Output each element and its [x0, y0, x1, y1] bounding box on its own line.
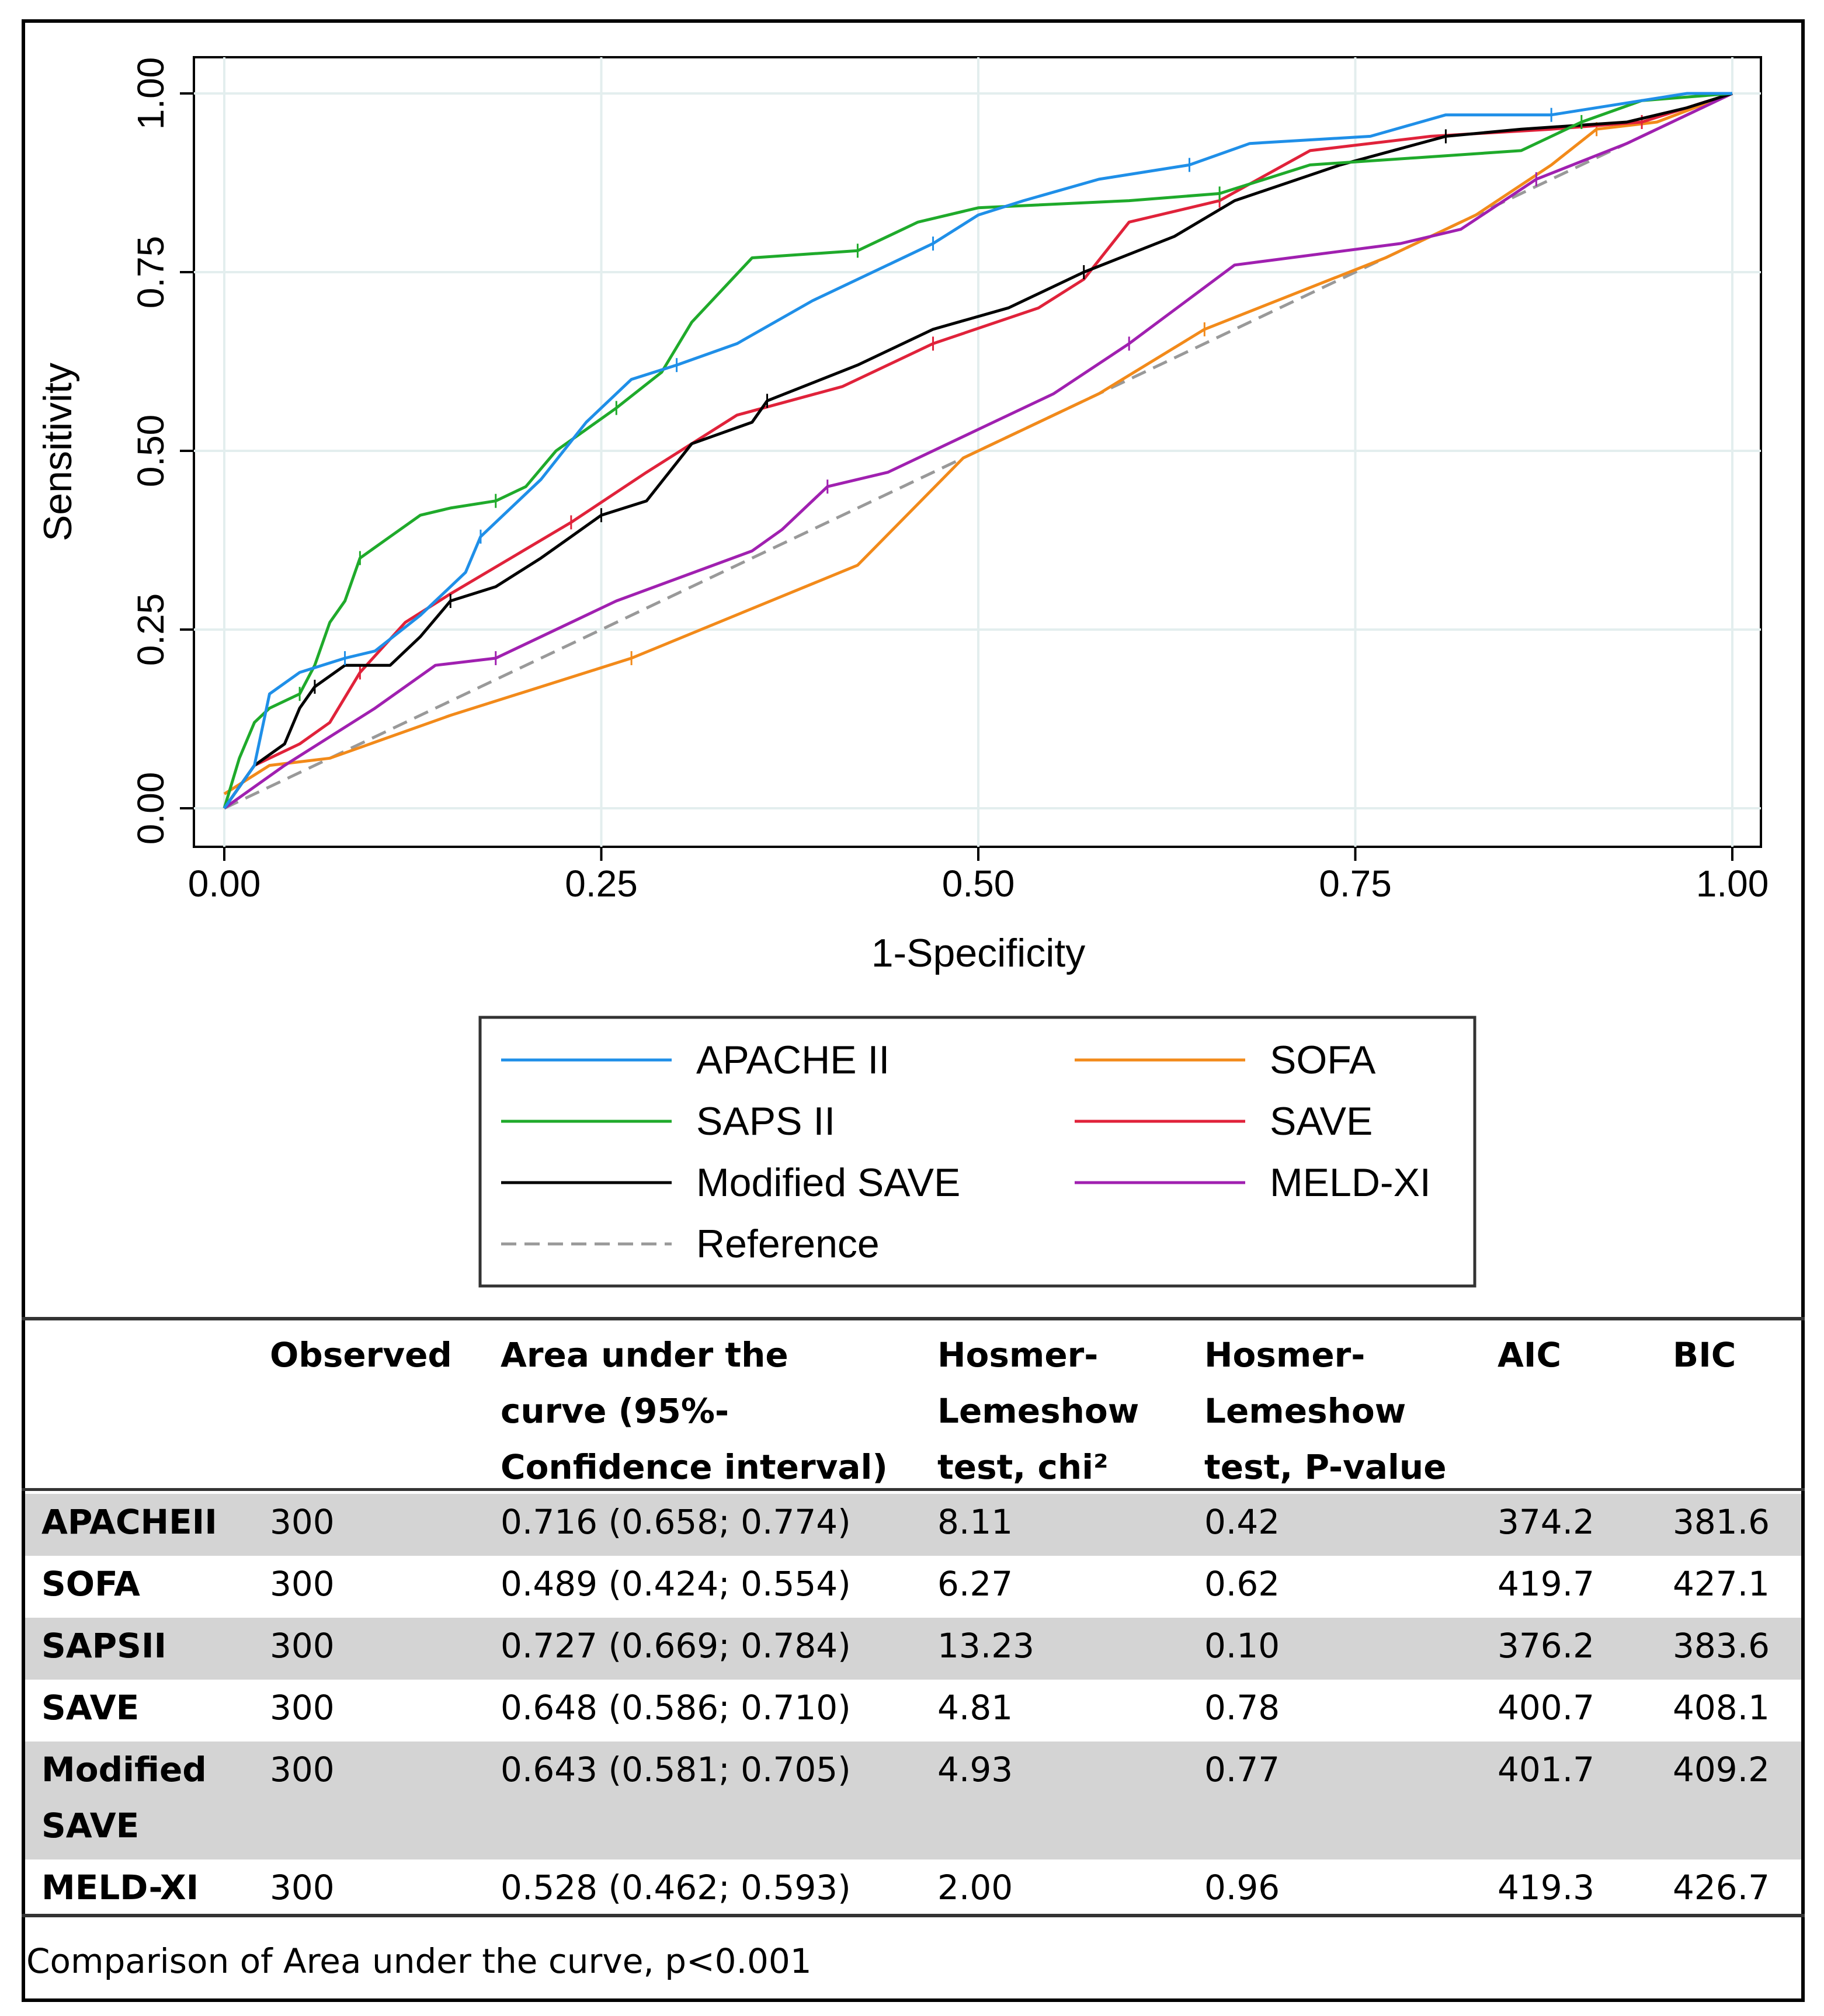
series-line-modified-save — [223, 92, 1733, 809]
legend-label-apache-ii: APACHE II — [696, 1038, 890, 1082]
series-line-saps-ii — [223, 92, 1733, 809]
cell-auc: 0.528 (0.462; 0.593) — [501, 1868, 851, 1907]
column-header: BIC — [1673, 1335, 1736, 1375]
table-bottom-rule — [22, 1914, 1805, 1917]
cell-observed: 300 — [270, 1502, 335, 1542]
cell-p-value: 0.10 — [1204, 1626, 1280, 1666]
column-header: Lemeshow — [1204, 1391, 1406, 1431]
series-line-sofa — [223, 92, 1733, 795]
cell-observed: 300 — [270, 1564, 335, 1604]
row-shading — [25, 1618, 1801, 1680]
cell-observed: 300 — [270, 1750, 335, 1789]
x-tick-label-1: 0.25 — [565, 863, 638, 905]
legend-label-reference: Reference — [696, 1222, 880, 1266]
cell-bic: 426.7 — [1673, 1868, 1770, 1907]
series-line-meld-xi — [223, 92, 1733, 810]
column-header: test, P-value — [1204, 1447, 1447, 1487]
cell-auc: 0.489 (0.424; 0.554) — [501, 1564, 851, 1604]
series-line-save — [223, 92, 1733, 809]
x-tick-label-2: 0.50 — [942, 863, 1015, 905]
cell-aic: 419.7 — [1498, 1564, 1595, 1604]
x-axis-label: 1-Specificity — [871, 931, 1086, 975]
cell-observed: 300 — [270, 1626, 335, 1666]
legend-box — [478, 1016, 1476, 1288]
row-name: APACHEII — [41, 1502, 217, 1542]
column-header: Hosmer- — [1204, 1335, 1366, 1375]
cell-p-value: 0.77 — [1204, 1750, 1280, 1789]
y-tick-label-3: 0.75 — [130, 236, 172, 309]
x-tick-label-0: 0.00 — [188, 863, 261, 905]
cell-bic: 408.1 — [1673, 1688, 1770, 1727]
cell-bic: 409.2 — [1673, 1750, 1770, 1789]
table-footnote: Comparison of Area under the curve, p<0.… — [26, 1941, 812, 1981]
y-tick-label-0: 0.00 — [130, 772, 172, 845]
cell-chi2: 4.93 — [937, 1750, 1013, 1789]
cell-p-value: 0.62 — [1204, 1564, 1280, 1604]
cell-aic: 401.7 — [1498, 1750, 1595, 1789]
legend-label-save: SAVE — [1270, 1099, 1373, 1143]
legend-label-saps-ii: SAPS II — [696, 1099, 835, 1143]
cell-chi2: 13.23 — [937, 1626, 1035, 1666]
table-top-rule — [22, 1317, 1805, 1320]
cell-observed: 300 — [270, 1868, 335, 1907]
row-name: SAVE — [41, 1806, 140, 1845]
y-tick-label-2: 0.50 — [130, 415, 172, 488]
series-line-apache-ii — [223, 92, 1732, 809]
cell-aic: 400.7 — [1498, 1688, 1595, 1727]
y-tick-label-1: 0.25 — [130, 593, 172, 666]
legend-label-meld-xi: MELD-XI — [1270, 1160, 1431, 1205]
row-name: MELD-XI — [41, 1868, 199, 1907]
legend-label-modified-save: Modified SAVE — [696, 1160, 960, 1205]
roc-chart: 0.00 0.00 0.25 0.25 0.50 0.50 0.75 0.75 1.00 1.00… — [36, 56, 1769, 1288]
row-shading — [25, 1742, 1801, 1859]
column-header: test, chi² — [937, 1447, 1109, 1487]
cell-aic: 419.3 — [1498, 1868, 1595, 1907]
column-header: Confidence interval) — [501, 1447, 888, 1487]
cell-bic: 427.1 — [1673, 1564, 1770, 1604]
row-name: SAPSII — [41, 1626, 167, 1666]
cell-chi2: 8.11 — [937, 1502, 1013, 1542]
cell-observed: 300 — [270, 1688, 335, 1727]
cell-chi2: 4.81 — [937, 1688, 1013, 1727]
statistics-table: Observed Area under the curve (95%- Confide… — [22, 1317, 1805, 2002]
cell-auc: 0.716 (0.658; 0.774) — [501, 1502, 851, 1542]
cell-chi2: 2.00 — [937, 1868, 1013, 1907]
cell-p-value: 0.78 — [1204, 1688, 1280, 1727]
cell-p-value: 0.42 — [1204, 1502, 1280, 1542]
row-name: SAVE — [41, 1688, 140, 1727]
legend-label-sofa: SOFA — [1270, 1038, 1376, 1082]
column-header: AIC — [1498, 1335, 1562, 1375]
row-shading — [25, 1494, 1801, 1556]
cell-chi2: 6.27 — [937, 1564, 1013, 1604]
y-axis-label: Sensitivity — [36, 363, 80, 541]
x-tick-label-4: 1.00 — [1696, 863, 1769, 905]
column-header: Area under the — [501, 1335, 788, 1375]
row-name: Modified — [41, 1750, 207, 1789]
x-tick-label-3: 0.75 — [1319, 863, 1392, 905]
column-header: curve (95%- — [501, 1391, 729, 1431]
table-header-rule — [22, 1488, 1805, 1491]
column-header: Observed — [270, 1335, 452, 1375]
y-tick-label-4: 1.00 — [130, 57, 172, 130]
cell-bic: 381.6 — [1673, 1502, 1770, 1542]
cell-aic: 374.2 — [1498, 1502, 1595, 1542]
cell-bic: 383.6 — [1673, 1626, 1770, 1666]
cell-auc: 0.727 (0.669; 0.784) — [501, 1626, 851, 1666]
cell-auc: 0.648 (0.586; 0.710) — [501, 1688, 851, 1727]
cell-aic: 376.2 — [1498, 1626, 1595, 1666]
row-name: SOFA — [41, 1564, 140, 1604]
column-header: Lemeshow — [937, 1391, 1139, 1431]
cell-p-value: 0.96 — [1204, 1868, 1280, 1907]
cell-auc: 0.643 (0.581; 0.705) — [501, 1750, 851, 1789]
column-header: Hosmer- — [937, 1335, 1099, 1375]
